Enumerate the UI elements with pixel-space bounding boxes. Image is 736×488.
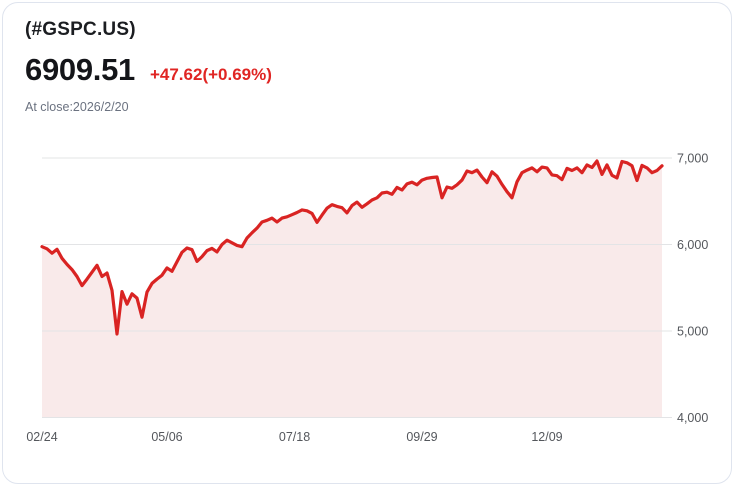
price-change: +47.62(+0.69%) <box>149 65 272 84</box>
x-axis-label: 05/06 <box>151 430 182 444</box>
x-axis-label: 12/09 <box>531 430 562 444</box>
y-axis-label: 5,000 <box>677 325 708 339</box>
price-line <box>40 159 664 336</box>
y-axis-label: 7,000 <box>677 152 708 166</box>
x-axis-label: 07/18 <box>279 430 310 444</box>
y-axis-label: 4,000 <box>677 411 708 425</box>
quote-header: (#GSPC.US) 6909.51 +47.62(+0.69%) At clo… <box>3 3 731 114</box>
y-axis-label: 6,000 <box>677 238 708 252</box>
x-axis-label: 09/29 <box>406 430 437 444</box>
symbol-title: (#GSPC.US) <box>25 19 136 40</box>
price-row: 6909.51 +47.62(+0.69%) <box>25 52 707 88</box>
price-area-fill <box>42 161 662 418</box>
close-timestamp: At close:2026/2/20 <box>25 100 129 114</box>
last-price: 6909.51 <box>25 52 135 87</box>
stock-quote-card: (#GSPC.US) 6909.51 +47.62(+0.69%) At clo… <box>2 2 732 484</box>
x-axis-label: 02/24 <box>26 430 57 444</box>
